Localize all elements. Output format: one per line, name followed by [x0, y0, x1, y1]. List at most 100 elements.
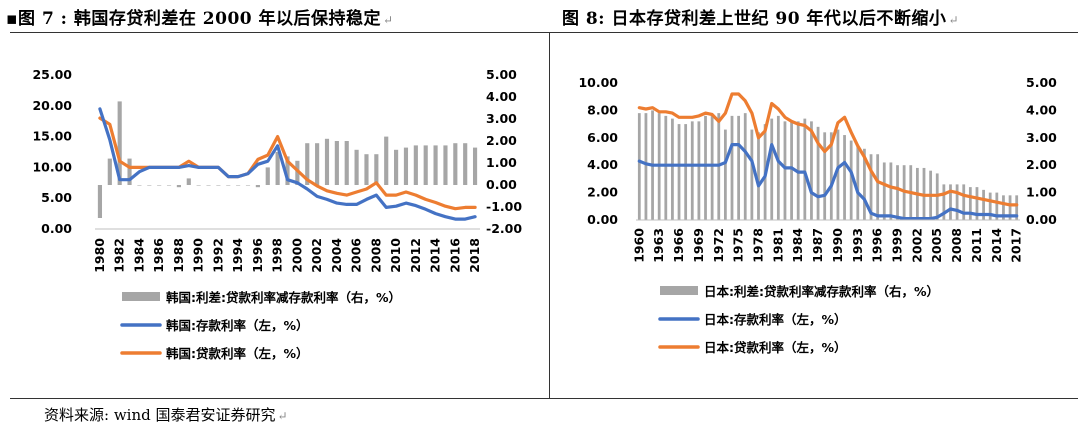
x-axis-tick-japan: 1960: [631, 228, 646, 263]
x-axis-tick-korea: 1994: [230, 238, 245, 273]
spread-bar-korea: [394, 149, 399, 185]
legend-swatch-spread-korea: [122, 292, 160, 301]
spread-bar-korea: [384, 136, 389, 185]
x-axis-tick-japan: 1963: [651, 228, 666, 263]
spread-bar-korea: [117, 101, 122, 185]
spread-bar-korea: [285, 156, 290, 185]
x-axis-tick-japan: 2002: [909, 228, 924, 263]
spread-bar-japan: [1015, 195, 1019, 220]
left-axis-tick-korea: 15.00: [32, 129, 72, 144]
spread-bar-japan: [743, 113, 747, 220]
legend-label-japan: 日本:利差:贷款利率减存款利率（右，%）: [704, 284, 939, 299]
spread-bar-korea: [265, 167, 270, 185]
left-axis-tick-korea: 0.00: [41, 221, 72, 236]
spread-bar-korea: [275, 152, 280, 185]
right-axis-tick-korea: -1.00: [486, 199, 522, 214]
x-axis-tick-japan: 1975: [731, 228, 746, 263]
spread-bar-japan: [823, 132, 827, 220]
spread-bar-japan: [757, 132, 760, 220]
spread-bar-japan: [816, 126, 820, 220]
right-axis-tick-japan: 3.00: [1026, 130, 1057, 145]
spread-bar-korea: [157, 185, 162, 186]
x-axis-tick-korea: 1982: [112, 238, 127, 273]
left-axis-tick-korea: 10.00: [32, 159, 72, 174]
spread-bar-korea: [245, 185, 251, 186]
spread-bar-japan: [671, 118, 674, 220]
spread-bar-japan: [723, 129, 727, 220]
x-axis-tick-korea: 2018: [467, 238, 482, 273]
spread-bar-korea: [127, 158, 132, 185]
spread-bar-japan: [810, 121, 813, 220]
spread-bar-japan: [710, 115, 714, 220]
left-axis-tick-japan: 10.00: [578, 75, 618, 90]
x-axis-tick-japan: 1993: [850, 228, 865, 263]
spread-bar-korea: [463, 143, 468, 185]
legend-label-japan: 日本:存款利率（左，%）: [704, 312, 847, 327]
right-axis-tick-japan: 4.00: [1026, 102, 1057, 117]
spread-bar-korea: [334, 141, 339, 185]
x-axis-tick-japan: 1999: [890, 228, 905, 263]
left-axis-tick-japan: 6.00: [587, 130, 618, 145]
spread-bar-japan: [684, 124, 688, 220]
spread-bar-japan: [836, 129, 840, 220]
spread-bar-korea: [413, 145, 418, 185]
right-axis-tick-korea: 4.00: [486, 89, 517, 104]
spread-bar-japan: [863, 148, 866, 220]
x-axis-tick-korea: 2000: [289, 238, 304, 273]
bottom-rule: [10, 398, 1078, 399]
spread-bar-japan: [949, 184, 952, 220]
spread-bar-japan: [829, 132, 833, 220]
spread-bar-japan: [690, 121, 694, 220]
x-axis-tick-korea: 2002: [309, 238, 324, 273]
spread-bar-korea: [236, 185, 241, 186]
right-axis-tick-korea: 0.00: [486, 177, 517, 192]
spread-bar-korea: [472, 147, 478, 185]
spread-bar-korea: [443, 145, 448, 185]
x-axis-tick-korea: 2012: [408, 238, 423, 273]
right-axis-tick-japan: 0.00: [1026, 212, 1057, 227]
spread-bar-japan: [776, 115, 780, 220]
spread-bar-japan: [697, 121, 701, 220]
spread-bar-korea: [354, 149, 359, 185]
spread-bar-korea: [107, 158, 112, 185]
spread-bar-korea: [423, 145, 428, 185]
x-axis-tick-japan: 1984: [790, 228, 805, 263]
spread-bar-japan: [988, 192, 992, 220]
x-axis-tick-korea: 2006: [349, 238, 364, 273]
top-rule: [10, 32, 1078, 33]
spread-bar-japan: [750, 129, 754, 220]
left-axis-tick-korea: 20.00: [32, 98, 72, 113]
x-axis-tick-korea: 2014: [428, 238, 443, 273]
spread-bar-korea: [344, 141, 349, 185]
spread-bar-japan: [849, 140, 853, 220]
spread-bar-korea: [403, 147, 409, 185]
spread-bar-japan: [644, 113, 648, 220]
right-axis-tick-korea: -2.00: [486, 221, 522, 236]
left-axis-tick-japan: 2.00: [587, 185, 618, 200]
spread-bar-japan: [704, 115, 707, 220]
x-axis-tick-japan: 2005: [929, 228, 944, 263]
x-axis-tick-korea: 1996: [250, 238, 265, 273]
right-axis-tick-korea: 2.00: [486, 133, 517, 148]
x-axis-tick-japan: 1966: [671, 228, 686, 263]
legend-label-korea: 韩国:存款利率（左，%）: [166, 318, 309, 333]
left-axis-tick-korea: 25.00: [32, 67, 72, 82]
spread-bar-korea: [453, 143, 458, 185]
spread-bar-japan: [975, 187, 979, 220]
x-axis-tick-japan: 1996: [870, 228, 885, 263]
x-axis-tick-japan: 2014: [989, 228, 1004, 263]
spread-bar-japan: [889, 162, 893, 220]
spread-bar-korea: [433, 145, 438, 185]
spread-bar-japan: [1002, 195, 1005, 220]
spread-bar-japan: [869, 154, 873, 220]
left-axis-tick-japan: 4.00: [587, 157, 618, 172]
spread-bar-korea: [305, 143, 310, 185]
right-axis-tick-korea: 3.00: [486, 111, 517, 126]
spread-bar-japan: [843, 135, 846, 220]
x-axis-tick-korea: 2008: [368, 238, 383, 273]
x-axis-tick-korea: 1984: [131, 238, 146, 273]
spread-bar-japan: [962, 184, 966, 220]
source-note: 资料来源: wind 国泰君安证券研究 ↵: [44, 406, 288, 424]
deposit-line-japan: [637, 143, 1019, 221]
